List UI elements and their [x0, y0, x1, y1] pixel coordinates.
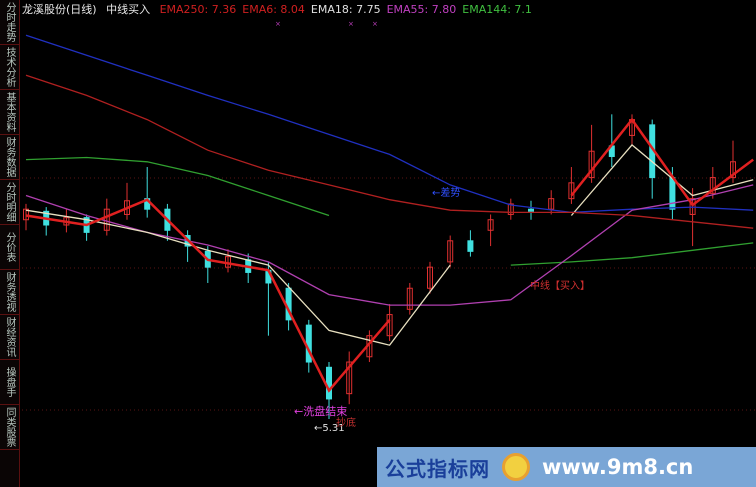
candle-body	[669, 177, 676, 210]
sidebar-tab[interactable]: 分价表	[0, 225, 19, 270]
candle-body	[326, 366, 332, 400]
ema-label: EMA144: 7.1	[462, 3, 532, 16]
ema-label: EMA6: 8.04	[242, 3, 305, 16]
candle-body	[406, 287, 413, 310]
top-arrow-annotation: ←差势	[432, 188, 461, 199]
sidebar-tab[interactable]: 操盘手	[0, 360, 19, 405]
ema-label: EMA18: 7.75	[310, 3, 381, 16]
candle-body	[386, 314, 393, 337]
candle-body	[103, 208, 110, 231]
candle-body	[548, 198, 555, 210]
marker-x-icon: ×	[372, 20, 378, 28]
watermark-logo-icon	[502, 453, 530, 481]
candle-body	[588, 150, 595, 179]
sidebar-tab[interactable]: 分时走势	[0, 0, 19, 45]
candle-body	[427, 266, 433, 289]
sidebar-tab[interactable]: 分时明细	[0, 180, 19, 225]
low-price-annotation: ←5.31	[314, 423, 345, 434]
candle-body	[487, 219, 494, 231]
washout-end-annotation: ←洗盘结束	[294, 405, 348, 418]
mid-buy-annotation: 中线【买入】	[530, 281, 590, 292]
sidebar-tab[interactable]: 基本资料	[0, 90, 19, 135]
ema-line-extra	[25, 74, 754, 229]
sidebar-tab[interactable]: 财务透视	[0, 270, 19, 315]
sidebar-tab[interactable]: 同类股票	[0, 405, 19, 450]
indicator-name: 中线买入	[106, 3, 151, 16]
ema-line-ema55	[25, 184, 754, 306]
ema-label: EMA250: 7.36	[159, 3, 237, 16]
stock-title: 龙溪股份(日线)	[22, 3, 97, 16]
bottom-label-annotation: 抄底	[336, 418, 356, 429]
sidebar-tab[interactable]: 财经资讯	[0, 315, 19, 360]
watermark-url: www.9m8.cn	[542, 455, 694, 479]
candle-body	[730, 161, 736, 179]
marker-x-icon: ×	[275, 20, 281, 28]
candle-body	[467, 240, 474, 252]
candle-body	[507, 203, 514, 215]
candle-body	[709, 177, 716, 194]
ema-line-ema250	[25, 34, 754, 214]
ema-label: EMA55: 7.80	[386, 3, 457, 16]
candle-body	[346, 361, 353, 395]
watermark-site-name: 公式指标网	[385, 456, 490, 481]
candle-body	[23, 208, 29, 221]
ema-line-ema144	[25, 156, 754, 266]
watermark-banner: 公式指标网 www.9m8.cn	[377, 447, 756, 487]
sidebar-tab[interactable]: 财务数据	[0, 135, 19, 180]
candle-body	[447, 240, 454, 263]
candle-body	[528, 208, 534, 212]
chart-header: 龙溪股份(日线) 中线买入 EMA250: 7.36 EMA6: 8.04 EMA1…	[22, 2, 544, 18]
marker-x-icon: ×	[348, 20, 354, 28]
sidebar-tab[interactable]: 技术分析	[0, 45, 19, 90]
sidebar: 分时走势 技术分析 基本资料 财务数据 分时明细 分价表 财务透视 财经资讯 操盘手 同类股票	[0, 0, 20, 487]
ema-line-ema6	[25, 117, 754, 393]
